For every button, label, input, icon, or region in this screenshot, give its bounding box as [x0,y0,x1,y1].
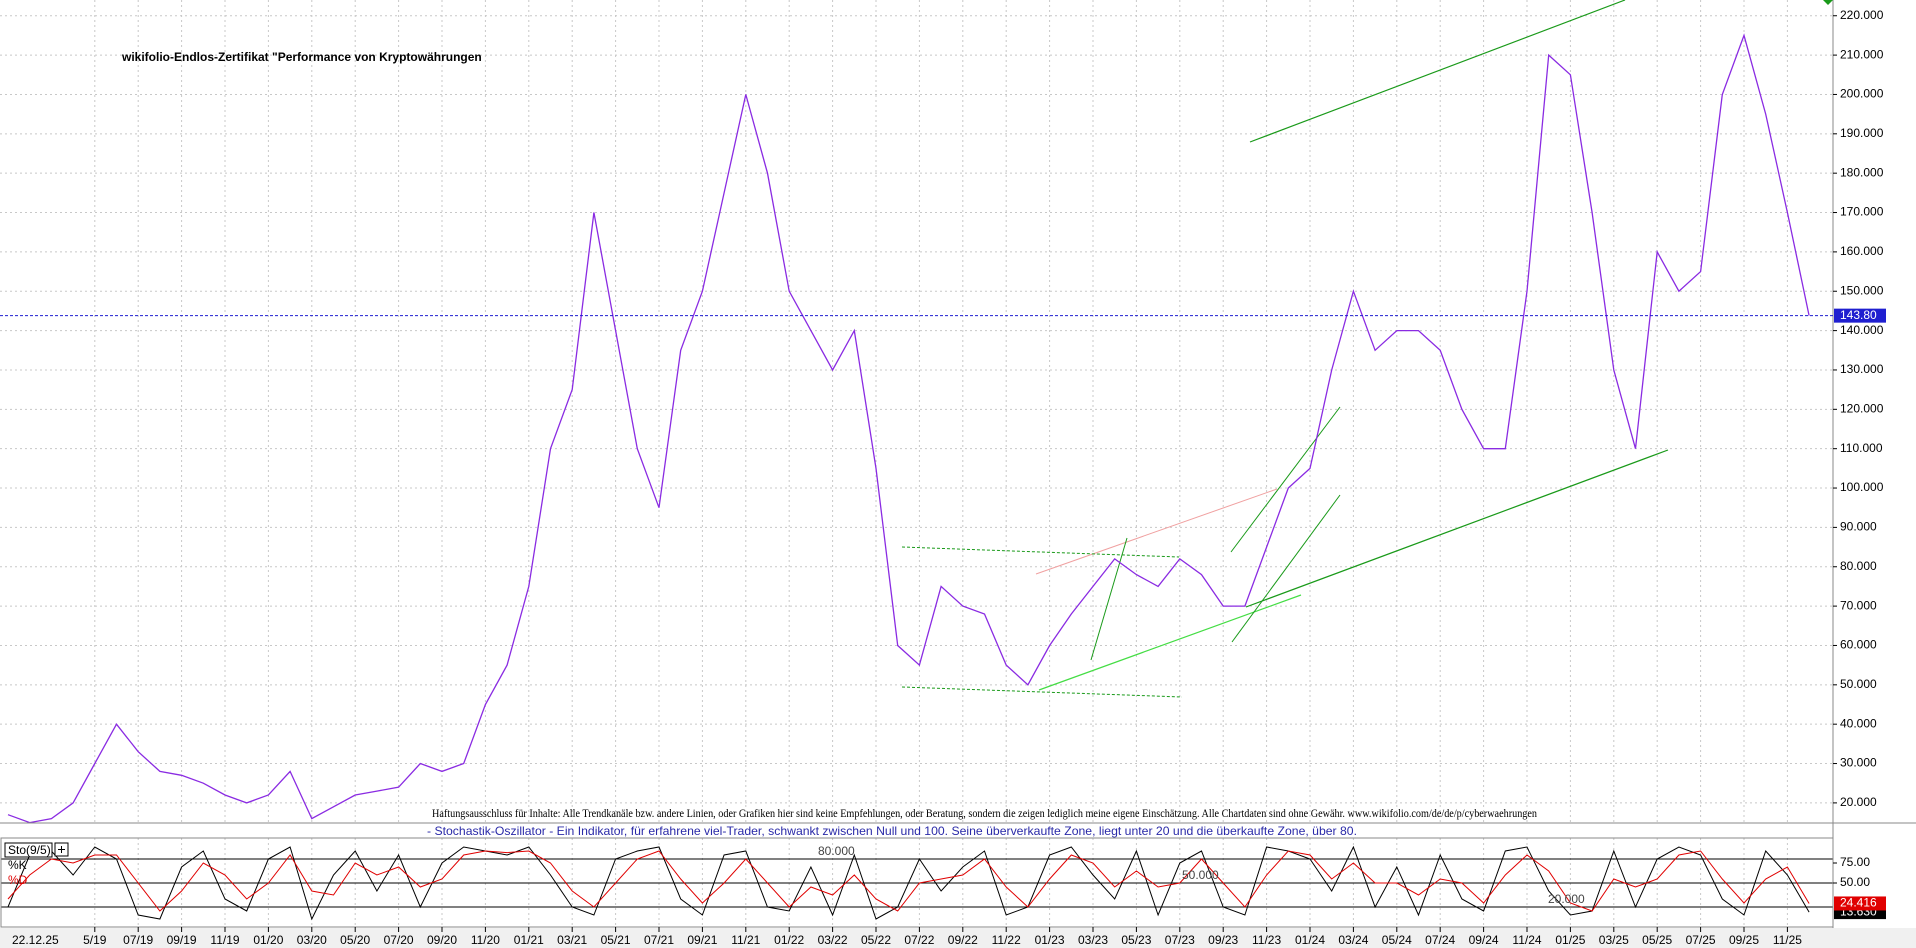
x-tick-label: 11/24 [1512,933,1541,947]
x-tick-label: 05/22 [861,933,891,947]
y-tick-label: 220.000 [1840,8,1884,22]
y-tick-label: 150.000 [1840,283,1884,297]
trend-line [1038,594,1302,691]
trend-line [1249,0,1626,143]
y-tick-label: 40.000 [1840,716,1877,730]
x-tick-label: 09/20 [427,933,457,947]
y-tick-label: 100.000 [1840,480,1884,494]
y-tick-label: 200.000 [1840,87,1884,101]
y-tick-label: 80.000 [1840,559,1877,573]
x-tick-label: 07/19 [123,933,153,947]
x-tick-label: 03/20 [297,933,327,947]
data-line [7,850,1810,912]
trend-line [1245,449,1669,608]
y-tick-label: 75.00 [1840,855,1870,869]
x-tick-label: 03/21 [557,933,587,947]
x-tick-label: 03/25 [1599,933,1629,947]
x-tick-label: 11/25 [1773,933,1802,947]
y-tick-label: 210.000 [1840,47,1884,61]
chart-title: wikifolio-Endlos-Zertifikat "Performance… [121,50,482,64]
x-tick-label: 03/24 [1338,933,1368,947]
level-label: 50.000 [1182,868,1219,882]
trend-line [1090,537,1128,661]
x-tick-label: 05/21 [601,933,631,947]
x-tick-label: 11/22 [992,933,1021,947]
x-tick-label: 07/21 [644,933,674,947]
x-tick-label: 07/23 [1165,933,1195,947]
x-tick-label: 01/22 [774,933,804,947]
y-tick-label: 130.000 [1840,362,1884,376]
data-line [7,33,1810,824]
x-tick-label: 11/19 [210,933,239,947]
x-tick-label: 09/22 [948,933,978,947]
x-tick-label: 09/24 [1469,933,1499,947]
level-label: 80.000 [818,844,855,858]
x-tick-label: 5/19 [83,933,107,947]
trend-line [901,686,1183,698]
y-tick-label: 50.00 [1840,875,1870,889]
x-tick-label: 01/24 [1295,933,1325,947]
trend-line [1035,488,1278,575]
date-label: 22.12.25 [12,933,59,947]
legend-toggle-icon [58,846,65,853]
y-tick-label: 70.000 [1840,598,1877,612]
trend-line [901,546,1180,558]
x-tick-label: 07/25 [1686,933,1716,947]
x-tick-label: 07/22 [904,933,934,947]
trend-line [1231,494,1341,643]
level-label: 20.000 [1548,892,1585,906]
x-tick-label: 05/23 [1121,933,1151,947]
y-tick-label: 160.000 [1840,244,1884,258]
x-tick-label: 07/24 [1425,933,1455,947]
y-tick-label: 50.000 [1840,677,1877,691]
marker [1823,0,1833,5]
disclaimer: Haftungsausschluss für Inhalte: Alle Tre… [432,806,1537,820]
data-line [7,845,1810,921]
last-value-box [1834,308,1886,323]
y-tick-label: 60.000 [1840,638,1877,652]
y-tick-label: 20.000 [1840,795,1877,809]
x-tick-label: 11/20 [471,933,500,947]
x-tick-label: 05/25 [1642,933,1672,947]
oscillator-description: - Stochastik-Oszillator - Ein Indikator,… [427,824,1357,838]
y-tick-label: 110.000 [1840,441,1883,455]
legend-box [4,842,53,858]
marks [7,33,1810,921]
y-tick-label: 180.000 [1840,165,1884,179]
trend-line [1230,406,1341,553]
trend-lines [901,0,1669,698]
y-tick-label: 90.000 [1840,520,1877,534]
last-value-label: 143.80 [1840,308,1877,322]
legend-title: Sto(9/5) [8,843,51,857]
x-tick-label: 09/23 [1208,933,1238,947]
y-tick-label: 190.000 [1840,126,1884,140]
x-tick-label: 01/21 [514,933,544,947]
x-tick-label: 11/21 [731,933,760,947]
x-tick-label: 09/21 [687,933,717,947]
x-tick-label: 07/20 [384,933,414,947]
legend-entry: %D [8,873,28,887]
x-tick-label: 11/23 [1252,933,1281,947]
x-tick-label: 09/19 [167,933,197,947]
last-value-label: 24.416 [1840,896,1877,910]
x-tick-label: 01/20 [253,933,283,947]
x-tick-label: 01/25 [1555,933,1585,947]
x-tick-label: 01/23 [1035,933,1065,947]
last-value-box [1834,896,1886,911]
y-tick-label: 30.000 [1840,756,1877,770]
x-tick-label: 05/24 [1382,933,1412,947]
legend-entry: %K [8,858,27,872]
y-tick-label: 120.000 [1840,401,1884,415]
grid [0,0,1833,927]
y-tick-label: 140.000 [1840,323,1884,337]
x-tick-label: 03/23 [1078,933,1108,947]
x-tick-label: 09/25 [1729,933,1759,947]
x-axis-strip [0,928,1916,948]
x-tick-label: 03/22 [818,933,848,947]
x-tick-label: 05/20 [340,933,370,947]
y-tick-label: 170.000 [1840,205,1884,219]
